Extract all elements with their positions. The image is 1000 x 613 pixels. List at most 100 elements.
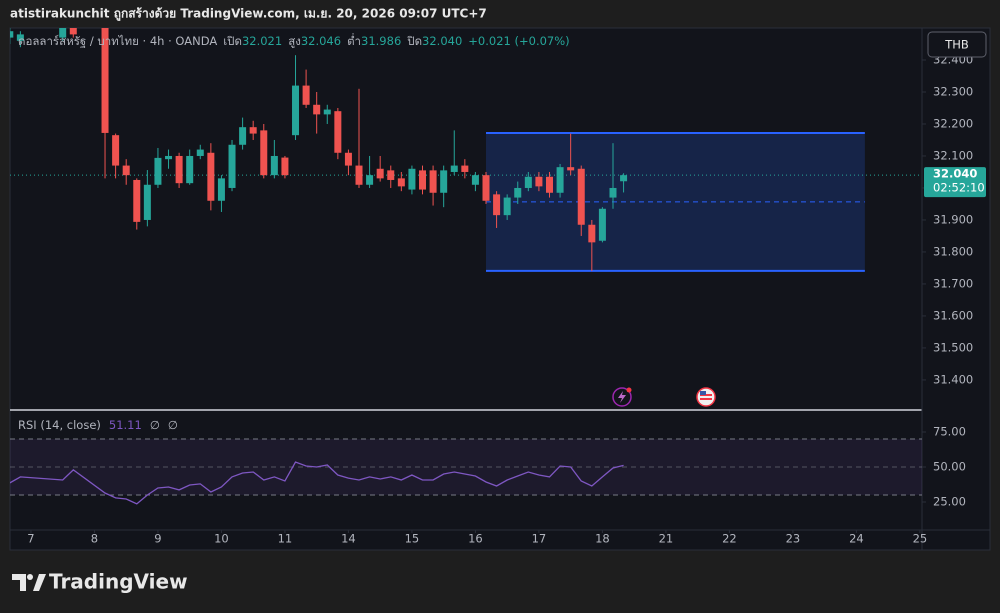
candle-body bbox=[112, 135, 120, 166]
x-tick-label: 24 bbox=[849, 532, 864, 546]
chart-frame bbox=[9, 27, 991, 551]
legend-open: 32.021 bbox=[242, 34, 282, 48]
legend-low-label: ต่ำ bbox=[347, 33, 361, 48]
candle-body bbox=[440, 170, 448, 193]
y-tick-label: 50.00 bbox=[933, 459, 966, 473]
y-tick-label: 75.00 bbox=[933, 424, 966, 438]
y-tick-label: 31.700 bbox=[933, 276, 973, 290]
candle-body bbox=[249, 127, 257, 134]
candle-body bbox=[493, 194, 501, 216]
legend: ดอลลาร์สหรัฐ / บาทไทย · 4h · OANDA เปิด32… bbox=[18, 33, 570, 48]
brand-name: TradingView bbox=[49, 570, 188, 594]
candle-body bbox=[387, 170, 395, 180]
x-tick-label: 14 bbox=[341, 532, 356, 546]
y-tick-label: 32.100 bbox=[933, 148, 973, 162]
candle-body bbox=[228, 144, 236, 188]
candle-body bbox=[122, 165, 130, 176]
y-tick-label: 31.500 bbox=[933, 340, 973, 354]
x-tick-label: 18 bbox=[595, 532, 610, 546]
legend-title: ดอลลาร์สหรัฐ / บาทไทย · 4h · OANDA bbox=[18, 34, 217, 48]
candle-body bbox=[397, 178, 405, 187]
candle-body bbox=[344, 152, 352, 166]
legend-change: +0.021 (+0.07%) bbox=[468, 34, 569, 48]
economic-event-icon[interactable] bbox=[696, 387, 716, 407]
candle-body bbox=[334, 111, 342, 153]
candle-body bbox=[186, 155, 194, 184]
y-tick-label: 31.600 bbox=[933, 308, 973, 322]
last-price-label: 32.040 bbox=[933, 167, 977, 181]
currency-button[interactable] bbox=[927, 31, 987, 58]
candle-body bbox=[545, 176, 553, 193]
x-tick-label: 7 bbox=[27, 532, 34, 546]
candle-body bbox=[16, 34, 24, 41]
candle-body bbox=[355, 165, 363, 185]
brand-logo bbox=[12, 574, 26, 591]
candle-body bbox=[535, 176, 543, 187]
countdown: 02:52:10 bbox=[933, 181, 985, 195]
y-tick-label: 31.900 bbox=[933, 212, 973, 226]
legend-close: 32.040 bbox=[422, 34, 462, 48]
candle-body bbox=[482, 175, 490, 201]
y-tick-label: 32.200 bbox=[933, 116, 973, 130]
candle-body bbox=[461, 165, 469, 172]
candle-body bbox=[260, 130, 268, 176]
rsi-legend: RSI (14, close) 51.11 ∅ ∅ bbox=[18, 418, 178, 432]
rsi-value: 51.11 bbox=[109, 418, 142, 432]
x-tick-label: 8 bbox=[91, 532, 98, 546]
rsi-marker: ∅ bbox=[150, 418, 160, 432]
candle-body bbox=[196, 149, 204, 156]
candle-body bbox=[620, 175, 628, 182]
y-tick-label: 25.00 bbox=[933, 494, 966, 508]
candle-body bbox=[270, 155, 278, 176]
event-icon-dot bbox=[626, 387, 632, 393]
candle-body bbox=[313, 104, 321, 115]
candle-body bbox=[419, 170, 427, 190]
candle-body bbox=[281, 157, 289, 176]
legend-open-label: เปิด bbox=[223, 34, 242, 48]
brand-logo bbox=[33, 574, 46, 591]
flag-stripe bbox=[700, 398, 712, 400]
legend-low: 31.986 bbox=[361, 34, 401, 48]
candle-body bbox=[366, 175, 374, 185]
x-tick-label: 17 bbox=[532, 532, 547, 546]
candle-body bbox=[302, 85, 310, 105]
candle-body bbox=[524, 176, 532, 188]
last-price-tag bbox=[924, 167, 986, 198]
candle-body bbox=[165, 155, 173, 160]
brand-logo bbox=[27, 574, 33, 580]
x-tick-label: 22 bbox=[722, 532, 737, 546]
candle-body bbox=[133, 179, 141, 222]
overlay: 31.400 31.500 31.600 31.700 31.800 31.900 32.0… bbox=[27, 52, 986, 546]
candle-body bbox=[323, 109, 331, 115]
candle-body bbox=[577, 168, 585, 225]
candle-body bbox=[207, 152, 215, 201]
x-tick-label: 25 bbox=[913, 532, 928, 546]
candle-body bbox=[217, 178, 225, 201]
legend-high-label: สูง bbox=[288, 34, 301, 48]
event-icon[interactable] bbox=[612, 387, 632, 407]
candle-body bbox=[143, 184, 151, 220]
x-tick-label: 11 bbox=[278, 532, 293, 546]
legend-high: 32.046 bbox=[301, 34, 341, 48]
candle-body bbox=[567, 167, 575, 171]
candle-body bbox=[450, 165, 458, 172]
flag-canton bbox=[700, 391, 706, 395]
x-tick-label: 15 bbox=[405, 532, 420, 546]
candle-body bbox=[471, 175, 479, 185]
candle-body bbox=[514, 187, 522, 198]
candle-body bbox=[101, 28, 109, 133]
candle-body bbox=[429, 170, 437, 193]
currency-label[interactable]: THB bbox=[944, 38, 969, 52]
header-text: atistirakunchit ถูกสร้างด้วย TradingView… bbox=[10, 7, 487, 22]
candle-body bbox=[609, 187, 617, 198]
x-tick-label: 23 bbox=[786, 532, 801, 546]
x-tick-label: 21 bbox=[659, 532, 674, 546]
candle-body bbox=[239, 127, 247, 145]
rsi-marker: ∅ bbox=[168, 418, 178, 432]
y-tick-label: 31.400 bbox=[933, 372, 973, 386]
rsi-line bbox=[10, 461, 624, 505]
rsi-pane bbox=[10, 438, 922, 505]
candle-body bbox=[175, 155, 183, 184]
